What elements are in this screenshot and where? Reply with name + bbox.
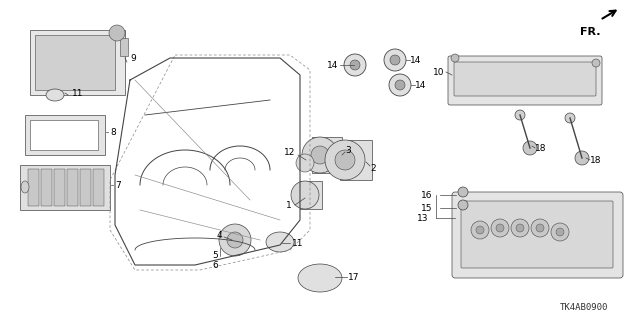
Bar — [28, 169, 39, 206]
Text: 2: 2 — [370, 164, 376, 172]
Text: 11: 11 — [72, 89, 83, 98]
Text: 4: 4 — [216, 230, 222, 239]
Text: 5: 5 — [212, 252, 218, 260]
Circle shape — [302, 137, 338, 173]
Circle shape — [471, 221, 489, 239]
Text: 11: 11 — [292, 238, 303, 247]
Circle shape — [219, 224, 251, 256]
Text: 18: 18 — [535, 143, 547, 153]
FancyBboxPatch shape — [454, 62, 596, 96]
Text: 8: 8 — [110, 127, 116, 137]
Circle shape — [390, 55, 400, 65]
Circle shape — [516, 224, 524, 232]
Ellipse shape — [21, 181, 29, 193]
FancyBboxPatch shape — [452, 192, 623, 278]
Text: 15: 15 — [420, 204, 432, 212]
Circle shape — [335, 150, 355, 170]
Text: 16: 16 — [420, 190, 432, 199]
Text: FR.: FR. — [580, 27, 600, 37]
Circle shape — [523, 141, 537, 155]
Bar — [30, 30, 125, 95]
Text: 7: 7 — [115, 180, 121, 189]
Circle shape — [531, 219, 549, 237]
Text: TK4AB0900: TK4AB0900 — [560, 303, 609, 312]
Bar — [340, 140, 372, 180]
Bar — [30, 120, 98, 150]
Ellipse shape — [298, 264, 342, 292]
Text: 9: 9 — [130, 53, 136, 62]
Text: 6: 6 — [212, 261, 218, 270]
Circle shape — [109, 25, 125, 41]
Circle shape — [384, 49, 406, 71]
Bar — [300, 181, 322, 209]
Text: 14: 14 — [410, 55, 421, 65]
Circle shape — [311, 146, 329, 164]
Circle shape — [496, 224, 504, 232]
Text: 18: 18 — [590, 156, 602, 164]
Bar — [93, 169, 104, 206]
Bar — [67, 169, 78, 206]
Text: 14: 14 — [326, 60, 338, 69]
Circle shape — [592, 59, 600, 67]
Circle shape — [389, 74, 411, 96]
Circle shape — [551, 223, 569, 241]
Circle shape — [511, 219, 529, 237]
Circle shape — [458, 187, 468, 197]
Circle shape — [476, 226, 484, 234]
Bar — [54, 169, 65, 206]
Bar — [80, 169, 91, 206]
Circle shape — [296, 154, 314, 172]
Circle shape — [350, 60, 360, 70]
Bar — [120, 38, 128, 56]
Ellipse shape — [266, 232, 294, 252]
Bar — [35, 35, 115, 90]
Bar — [25, 115, 105, 155]
Text: 13: 13 — [417, 213, 428, 222]
Circle shape — [227, 232, 243, 248]
Text: 10: 10 — [433, 68, 444, 76]
Bar — [312, 137, 342, 173]
Text: 3: 3 — [345, 146, 351, 155]
Circle shape — [515, 110, 525, 120]
Circle shape — [575, 151, 589, 165]
Ellipse shape — [46, 89, 64, 101]
FancyBboxPatch shape — [461, 201, 613, 268]
Circle shape — [565, 113, 575, 123]
Text: 17: 17 — [348, 273, 360, 282]
Circle shape — [556, 228, 564, 236]
Circle shape — [344, 54, 366, 76]
Circle shape — [491, 219, 509, 237]
FancyBboxPatch shape — [448, 56, 602, 105]
Text: 1: 1 — [286, 201, 292, 210]
Circle shape — [458, 200, 468, 210]
Bar — [20, 165, 110, 210]
Circle shape — [451, 54, 459, 62]
Circle shape — [536, 224, 544, 232]
Circle shape — [291, 181, 319, 209]
Text: 12: 12 — [284, 148, 295, 156]
Text: 14: 14 — [415, 81, 426, 90]
Circle shape — [395, 80, 405, 90]
Bar — [41, 169, 52, 206]
Circle shape — [325, 140, 365, 180]
